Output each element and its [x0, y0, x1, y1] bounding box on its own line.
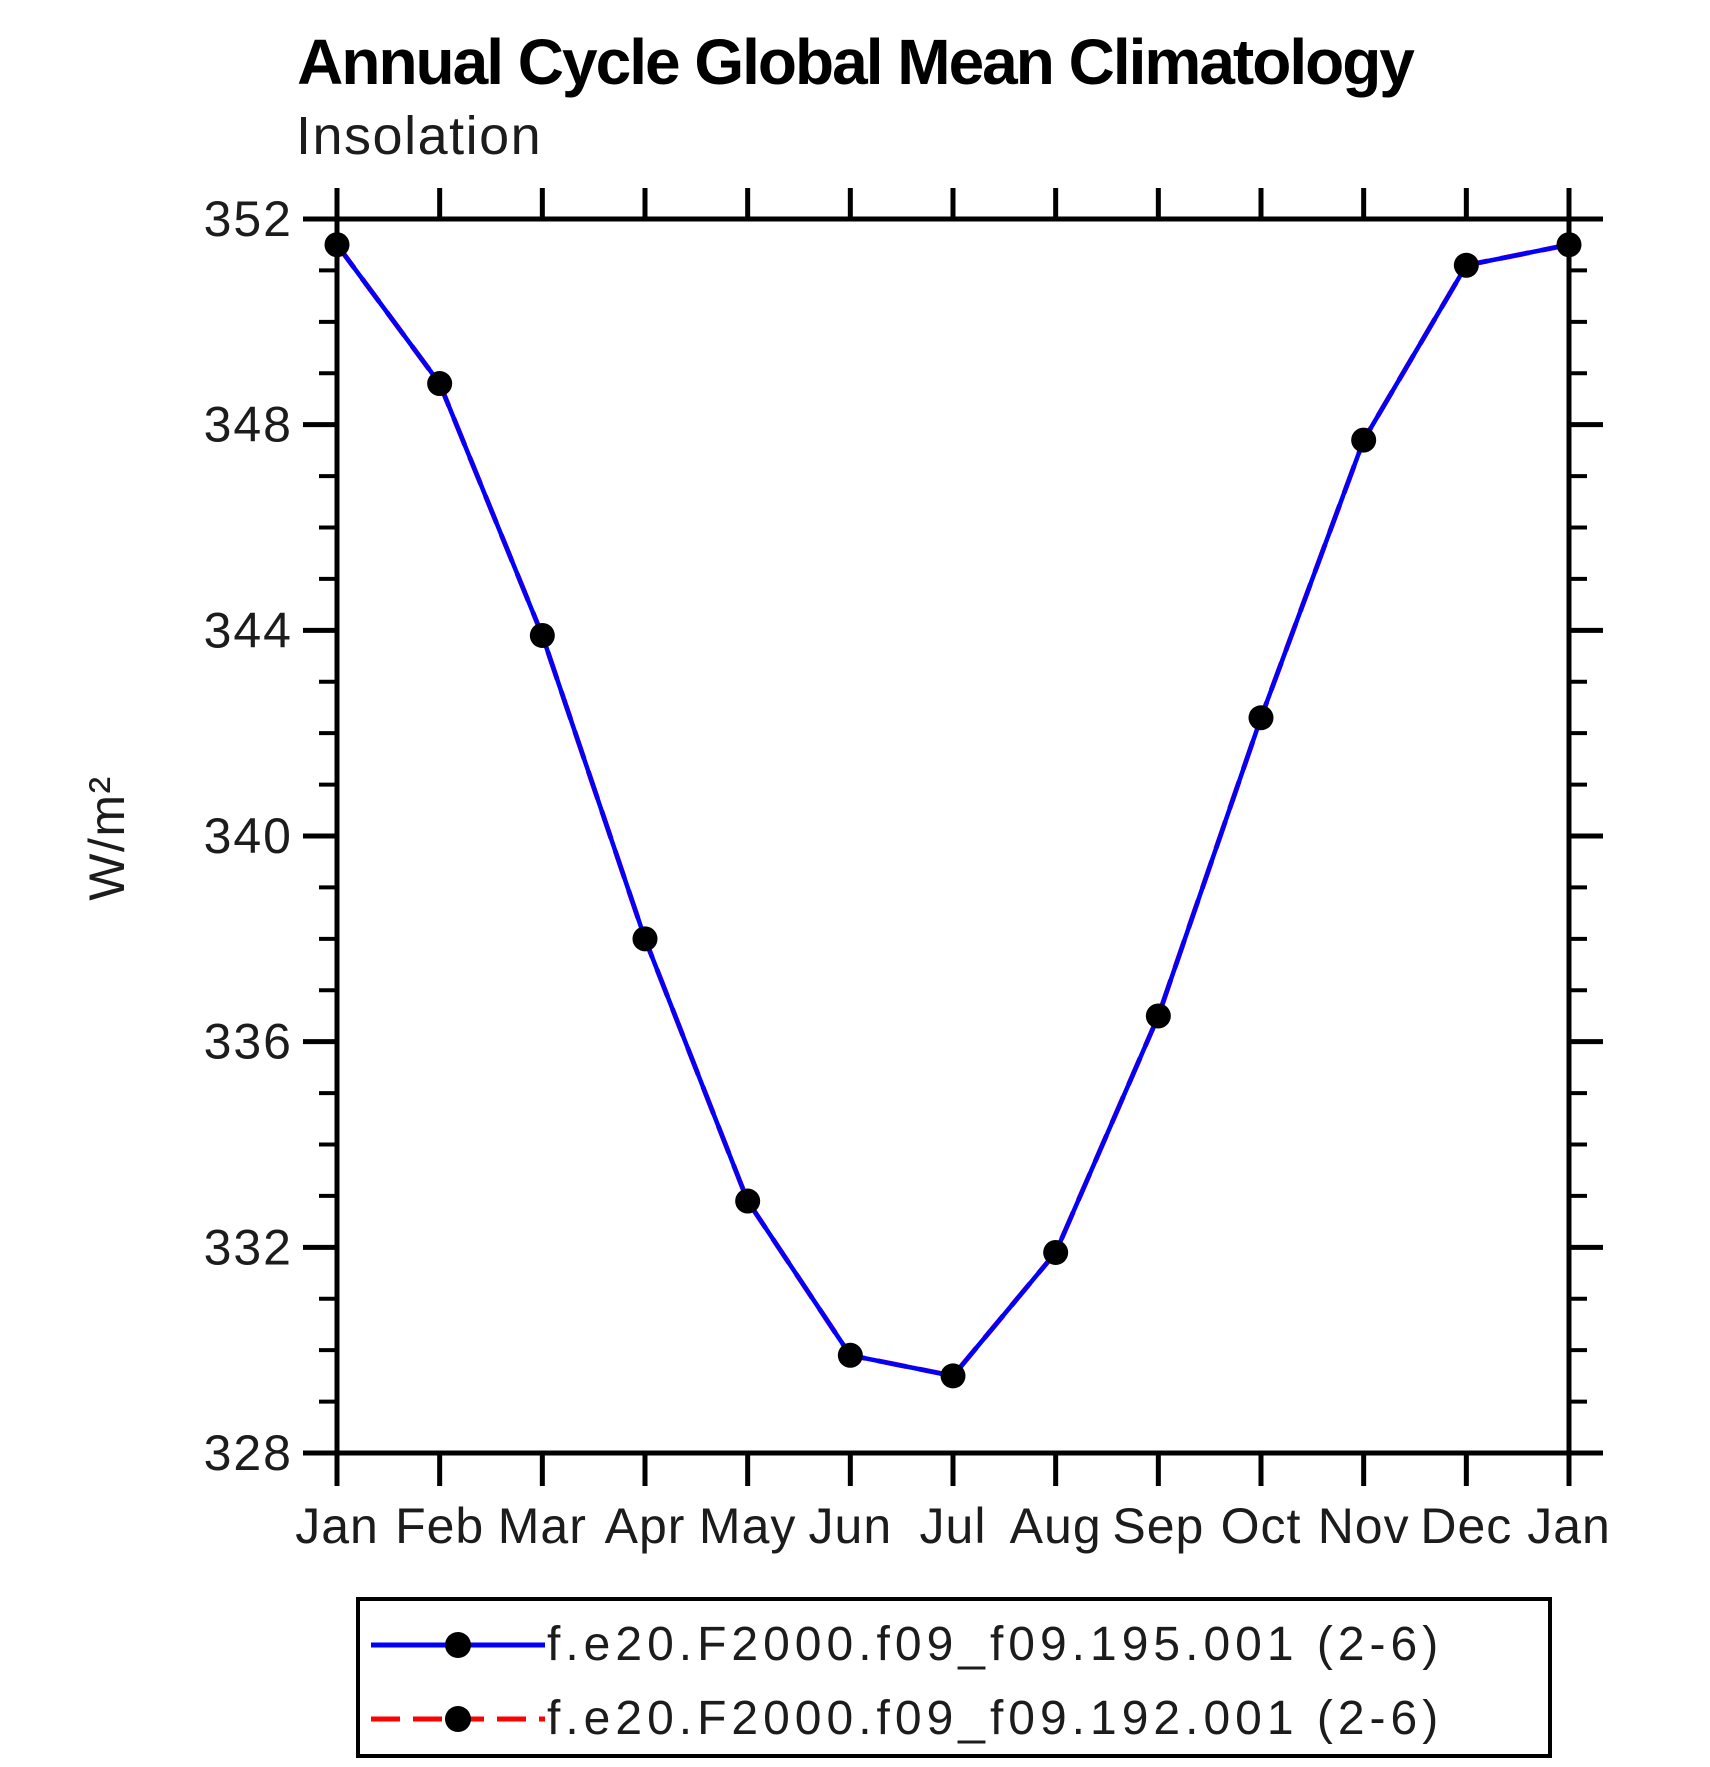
legend: f.e20.F2000.f09_f09.195.001 (2-6) f.e20.… — [356, 1597, 1552, 1758]
data-point-marker — [1248, 705, 1274, 731]
x-tick-label: Jul — [920, 1498, 987, 1554]
x-tick-label: Mar — [498, 1498, 587, 1554]
series2-label: f.e20.F2000.f09_f09.192.001 (2-6) — [547, 1692, 1444, 1745]
data-point-marker — [1351, 427, 1377, 453]
series-line-solid — [335, 242, 1570, 1379]
x-tick-label: Dec — [1420, 1498, 1512, 1554]
x-tick-label: Jan — [295, 1498, 379, 1554]
y-axis-title: W/m² — [79, 775, 135, 900]
data-point-marker — [1453, 252, 1479, 278]
x-tick-label: Oct — [1221, 1498, 1302, 1554]
x-tick-label: Jun — [809, 1498, 893, 1554]
data-point-marker — [735, 1188, 761, 1214]
y-tick-label: 344 — [204, 602, 293, 658]
y-tick-label: 340 — [204, 808, 293, 864]
chart-subtitle: Insolation — [296, 106, 543, 166]
y-tick-label: 348 — [204, 397, 293, 453]
data-point-marker — [427, 371, 453, 397]
data-point-marker — [632, 926, 658, 952]
data-point-marker — [324, 232, 350, 258]
y-tick-label: 336 — [204, 1014, 293, 1070]
x-tick-label: Apr — [605, 1498, 686, 1554]
x-tick-label: Feb — [395, 1498, 484, 1554]
chart-title: Annual Cycle Global Mean Climatology — [297, 26, 1415, 98]
data-point-marker — [940, 1363, 966, 1389]
y-tick-label: 352 — [204, 191, 293, 247]
series1-solid-line-icon — [371, 1632, 545, 1658]
x-tick-label: Nov — [1318, 1498, 1410, 1554]
y-tick-label: 332 — [204, 1219, 293, 1275]
data-point-marker — [1043, 1239, 1069, 1265]
x-tick-label: Jan — [1527, 1498, 1611, 1554]
x-tick-label: Sep — [1112, 1498, 1204, 1554]
x-tick-label: May — [699, 1498, 796, 1554]
data-point-marker — [1145, 1003, 1171, 1029]
x-tick-label: Aug — [1010, 1498, 1102, 1554]
data-point-marker — [529, 622, 555, 648]
data-point-marker — [1556, 232, 1582, 258]
series2-dashed-line-icon — [371, 1706, 545, 1732]
series-line-dashed — [334, 242, 1570, 1379]
series2-marker-icon — [445, 1706, 471, 1732]
series1-label: f.e20.F2000.f09_f09.195.001 (2-6) — [547, 1618, 1444, 1671]
y-tick-label: 328 — [204, 1425, 293, 1481]
series1-marker-icon — [445, 1632, 471, 1658]
data-point-marker — [837, 1342, 863, 1368]
